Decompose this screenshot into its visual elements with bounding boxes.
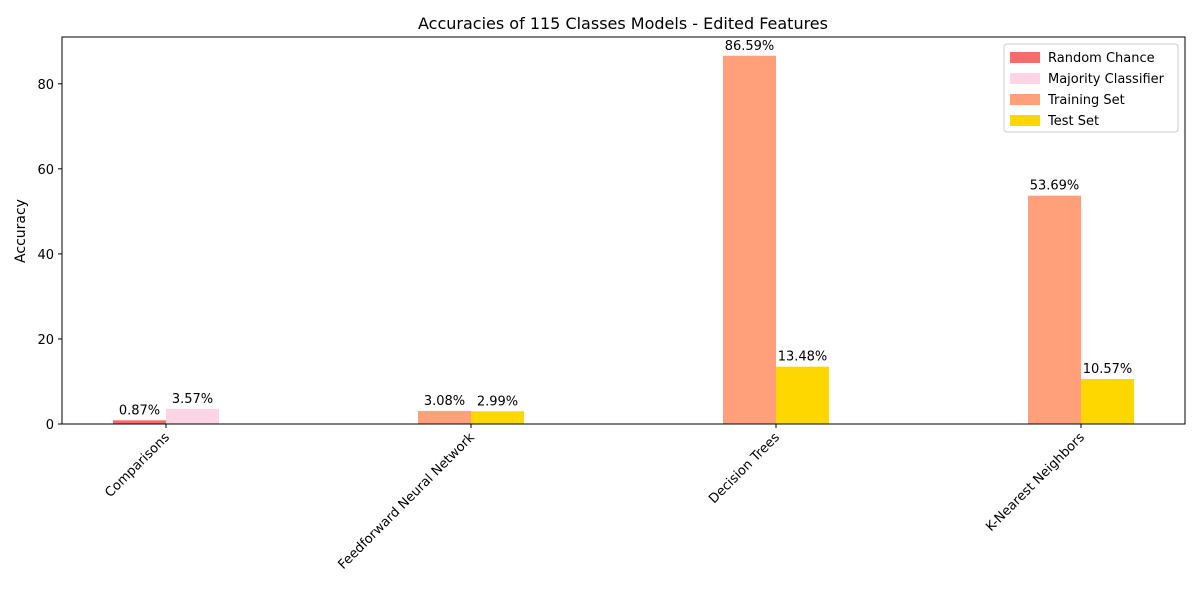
bar-training-set-3: [1028, 195, 1081, 424]
bar-training-set-2: [723, 55, 776, 425]
bar-test-set-1: [471, 411, 524, 424]
axes-frame: [61, 36, 1186, 425]
bar-data-label: 0.87%: [119, 403, 160, 418]
legend-swatch: [1010, 73, 1040, 84]
legend-swatch: [1010, 94, 1040, 105]
legend-swatch: [1010, 52, 1040, 63]
bar-training-set-1: [418, 410, 471, 424]
y-tick-label: 40: [37, 248, 54, 263]
bar-test-set-2: [776, 366, 829, 424]
y-axis-label: Accuracy: [13, 199, 29, 263]
bar-data-label: 53.69%: [1030, 179, 1080, 194]
bar-data-label: 2.99%: [477, 394, 518, 409]
bar-data-label: 10.57%: [1083, 362, 1133, 377]
x-tick-label: Comparisons: [102, 430, 173, 501]
y-tick-label: 80: [37, 78, 54, 93]
bar-random-chance-0: [113, 420, 166, 424]
legend-swatch: [1010, 115, 1040, 126]
x-tick-label: Feedforward Neural Network: [335, 430, 478, 573]
bar-data-label: 86.59%: [725, 39, 775, 54]
bar-majority-classifier-0: [166, 408, 219, 424]
bar-data-label: 13.48%: [778, 350, 828, 365]
x-tick-label: K-Nearest Neighbors: [983, 430, 1088, 535]
y-tick-label: 0: [46, 418, 54, 433]
y-tick-label: 20: [37, 333, 54, 348]
chart-title: Accuracies of 115 Classes Models - Edite…: [418, 14, 828, 33]
bar-data-label: 3.57%: [172, 392, 213, 407]
legend-entry-label: Test Set: [1047, 114, 1099, 129]
legend: Random Chance Majority Classifier Training…: [1003, 43, 1179, 133]
legend-entry-label: Training Set: [1047, 93, 1125, 108]
bar-test-set-3: [1081, 379, 1134, 424]
bar-data-label: 3.08%: [424, 394, 465, 409]
legend-frame: [1003, 43, 1179, 133]
legend-entry-label: Majority Classifier: [1048, 72, 1165, 87]
x-tick-label: Decision Trees: [706, 430, 783, 507]
legend-entry-label: Random Chance: [1048, 51, 1155, 66]
y-tick-label: 60: [37, 163, 54, 178]
